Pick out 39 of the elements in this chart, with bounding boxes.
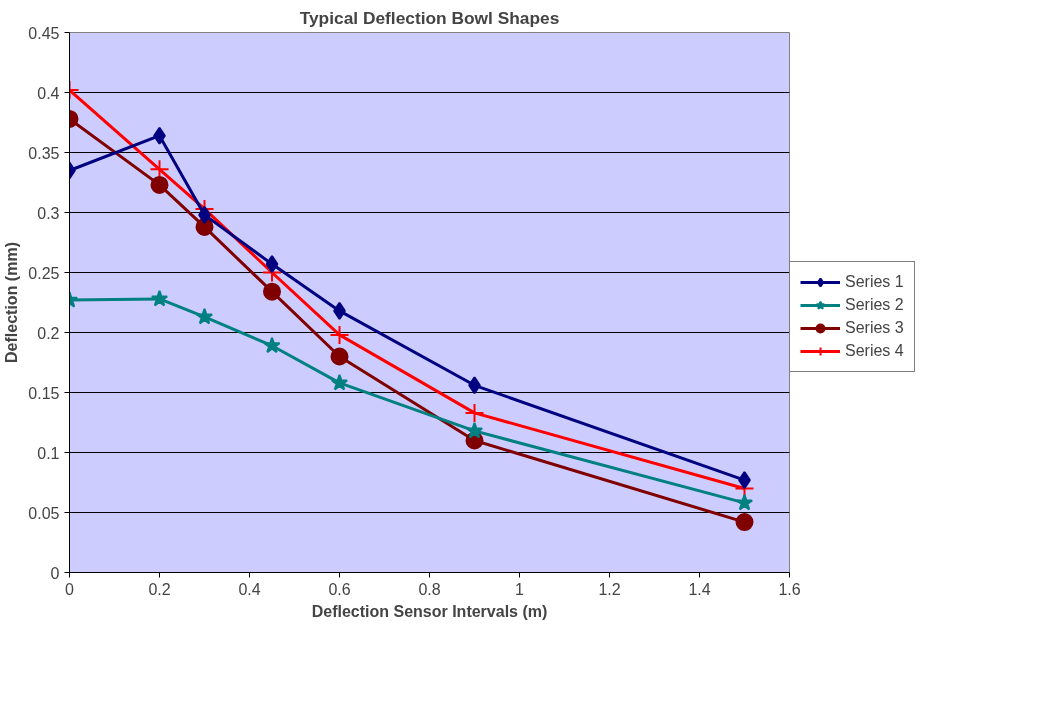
legend-label: Series 1 <box>845 273 904 291</box>
y-tick-label: 0.15 <box>28 384 60 402</box>
point <box>464 402 485 423</box>
y-tick-label: 0.4 <box>37 84 60 102</box>
chart-title: Typical Deflection Bowl Shapes <box>299 7 560 28</box>
y-tick-label: 0.45 <box>28 24 60 42</box>
x-tick-label: 1.4 <box>688 580 711 598</box>
y-tick-label: 0.3 <box>37 204 60 222</box>
y-tick-label: 0.25 <box>28 264 60 282</box>
y-tick-label: 0.1 <box>37 444 60 462</box>
y-axis-title: Deflection (mm) <box>3 242 21 363</box>
point <box>150 175 169 194</box>
point <box>735 513 754 532</box>
x-tick-label: 0 <box>65 580 75 598</box>
point <box>735 493 754 511</box>
y-tick-label: 0 <box>50 564 60 582</box>
point <box>195 307 214 325</box>
legend-label: Series 4 <box>845 342 904 360</box>
x-tick-label: 0.4 <box>238 580 261 598</box>
point <box>263 336 281 354</box>
y-tick-label: 0.35 <box>28 144 60 162</box>
x-tick-label: 0.6 <box>328 580 351 598</box>
x-tick-label: 1.2 <box>598 580 621 598</box>
y-tick-label: 0.05 <box>28 504 60 522</box>
y-tick-label: 0.2 <box>37 324 60 342</box>
x-axis-title: Deflection Sensor Intervals (m) <box>311 602 548 620</box>
point <box>465 421 484 439</box>
point <box>330 347 349 366</box>
point <box>329 324 350 345</box>
point <box>150 289 169 307</box>
legend-label: Series 2 <box>845 296 904 314</box>
x-tick-label: 1.6 <box>778 580 801 598</box>
point <box>263 282 281 301</box>
x-tick-label: 0.2 <box>148 580 171 598</box>
point <box>330 373 349 391</box>
legend-label: Series 3 <box>845 319 904 337</box>
x-tick-label: 1 <box>515 580 525 598</box>
point <box>265 255 279 274</box>
x-tick-label: 0.8 <box>418 580 441 598</box>
